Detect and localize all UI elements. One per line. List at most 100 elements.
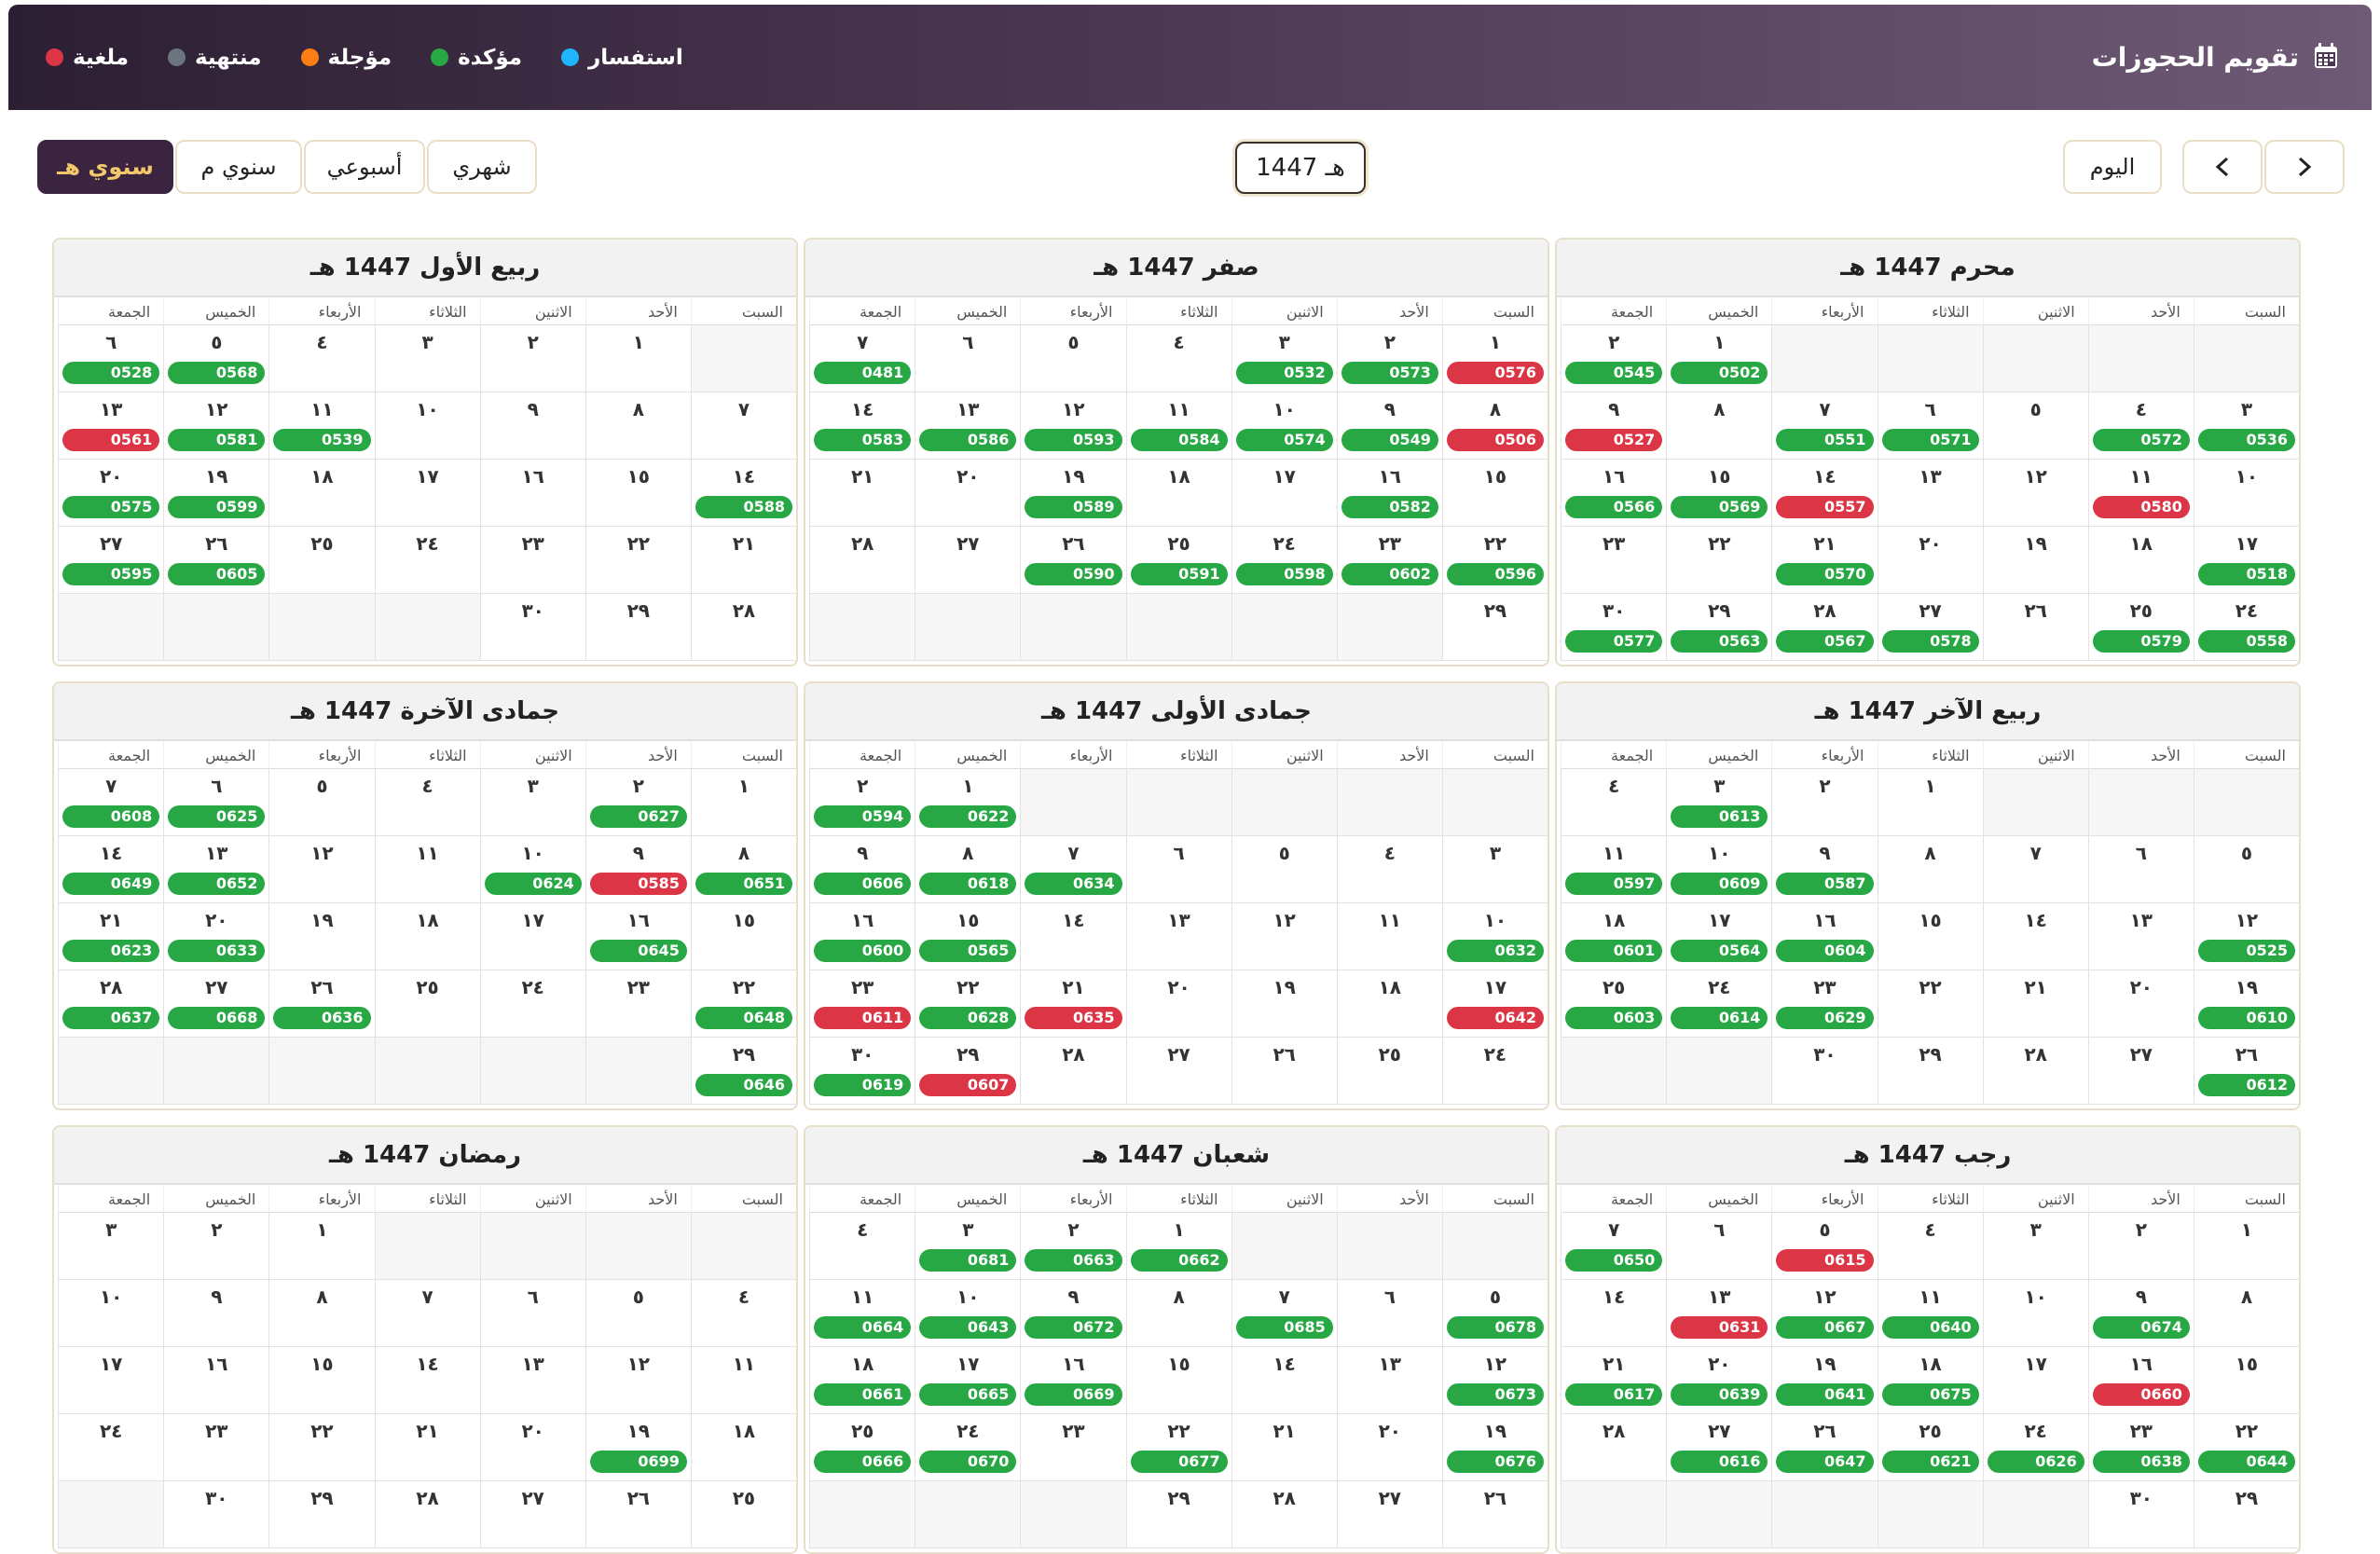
booking-badge[interactable]: 0577	[1565, 630, 1663, 653]
day-cell[interactable]: ٢٥	[690, 1481, 796, 1548]
booking-badge[interactable]: 0575	[62, 496, 160, 518]
day-cell[interactable]: ٢٩ 0646	[690, 1038, 796, 1105]
day-cell[interactable]: ٢٢ 0648	[690, 970, 796, 1038]
booking-badge[interactable]: 0536	[2197, 429, 2295, 451]
day-cell[interactable]: ٤	[374, 769, 480, 836]
day-cell[interactable]: ٥	[1982, 392, 2088, 460]
day-cell[interactable]: ٢١ 0623	[58, 903, 164, 970]
day-cell[interactable]: ١٥ 0569	[1666, 460, 1772, 527]
day-cell[interactable]: ١	[2193, 1213, 2299, 1280]
booking-badge[interactable]: 0673	[1446, 1383, 1544, 1406]
booking-badge[interactable]: 0607	[919, 1074, 1017, 1096]
day-cell[interactable]: ١٢	[1982, 460, 2088, 527]
day-cell[interactable]: ١	[1877, 769, 1983, 836]
day-cell[interactable]: ١٣ 0586	[915, 392, 1021, 460]
booking-badge[interactable]: 0605	[168, 563, 266, 585]
booking-badge[interactable]: 0590	[1025, 563, 1122, 585]
booking-badge[interactable]: 0621	[1881, 1451, 1979, 1473]
day-cell[interactable]: ٢١	[1982, 970, 2088, 1038]
booking-badge[interactable]: 0644	[2197, 1451, 2295, 1473]
day-cell[interactable]: ١٧	[374, 460, 480, 527]
day-cell[interactable]: ٢٤ 0626	[1982, 1414, 2088, 1481]
day-cell[interactable]: ٦	[479, 1280, 585, 1347]
day-cell[interactable]: ١٧	[1982, 1347, 2088, 1414]
booking-badge[interactable]: 0574	[1235, 429, 1333, 451]
booking-badge[interactable]: 0629	[1776, 1007, 1874, 1029]
day-cell[interactable]: ٣٠	[2087, 1481, 2194, 1548]
day-cell[interactable]: ٢٣ 0611	[809, 970, 915, 1038]
day-cell[interactable]: ٧ 0551	[1771, 392, 1878, 460]
day-cell[interactable]: ٣ 0681	[915, 1213, 1021, 1280]
day-cell[interactable]: ١٩	[1982, 527, 2088, 594]
day-cell[interactable]: ٢٤ 0558	[2193, 594, 2299, 661]
booking-badge[interactable]: 0596	[1446, 563, 1544, 585]
day-cell[interactable]: ٢٤	[479, 970, 585, 1038]
day-cell[interactable]: ٤	[690, 1280, 796, 1347]
booking-badge[interactable]: 0632	[1446, 940, 1544, 962]
day-cell[interactable]: ١٢ 0667	[1771, 1280, 1878, 1347]
day-cell[interactable]: ١١ 0539	[268, 392, 375, 460]
day-cell[interactable]: ٢٦ 0590	[1020, 527, 1126, 594]
booking-badge[interactable]: 0570	[1776, 563, 1874, 585]
booking-badge[interactable]: 0568	[168, 362, 266, 384]
booking-badge[interactable]: 0631	[1671, 1316, 1768, 1339]
day-cell[interactable]: ٢٣	[163, 1414, 269, 1481]
day-cell[interactable]: ٣٠ 0577	[1561, 594, 1667, 661]
day-cell[interactable]: ٢٨ 0637	[58, 970, 164, 1038]
day-cell[interactable]: ١٦	[163, 1347, 269, 1414]
booking-badge[interactable]: 0618	[919, 873, 1017, 895]
day-cell[interactable]: ٩ 0587	[1771, 836, 1878, 903]
day-cell[interactable]: ١٠	[374, 392, 480, 460]
day-cell[interactable]: ٣	[479, 769, 585, 836]
booking-badge[interactable]: 0666	[814, 1451, 912, 1473]
day-cell[interactable]: ١٦	[479, 460, 585, 527]
day-cell[interactable]: ٢٤ 0614	[1666, 970, 1772, 1038]
booking-badge[interactable]: 0581	[168, 429, 266, 451]
day-cell[interactable]: ٨ 0618	[915, 836, 1021, 903]
next-button[interactable]	[2264, 140, 2345, 194]
day-cell[interactable]: ٢٠	[1125, 970, 1231, 1038]
day-cell[interactable]: ٢٧	[479, 1481, 585, 1548]
day-cell[interactable]: ٢٣	[1020, 1414, 1126, 1481]
day-cell[interactable]: ٤ 0572	[2087, 392, 2194, 460]
booking-badge[interactable]: 0565	[919, 940, 1017, 962]
booking-badge[interactable]: 0624	[484, 873, 582, 895]
booking-badge[interactable]: 0563	[1671, 630, 1768, 653]
day-cell[interactable]: ١ 0622	[915, 769, 1021, 836]
day-cell[interactable]: ٧ 0650	[1561, 1213, 1667, 1280]
booking-badge[interactable]: 0572	[2092, 429, 2190, 451]
day-cell[interactable]: ٦	[1666, 1213, 1772, 1280]
day-cell[interactable]: ١٤	[1020, 903, 1126, 970]
booking-badge[interactable]: 0664	[814, 1316, 912, 1339]
day-cell[interactable]: ١٢ 0673	[1441, 1347, 1548, 1414]
day-cell[interactable]: ١٦ 0582	[1336, 460, 1442, 527]
day-cell[interactable]: ١٤ 0649	[58, 836, 164, 903]
day-cell[interactable]: ٢٦	[1441, 1481, 1548, 1548]
day-cell[interactable]: ٢٩	[268, 1481, 375, 1548]
day-cell[interactable]: ٢٦	[1982, 594, 2088, 661]
booking-badge[interactable]: 0635	[1025, 1007, 1122, 1029]
booking-badge[interactable]: 0636	[273, 1007, 371, 1029]
booking-badge[interactable]: 0502	[1671, 362, 1768, 384]
day-cell[interactable]: ٢١	[690, 527, 796, 594]
day-cell[interactable]: ١٦ 0600	[809, 903, 915, 970]
booking-badge[interactable]: 0652	[168, 873, 266, 895]
day-cell[interactable]: ١٢ 0593	[1020, 392, 1126, 460]
day-cell[interactable]: ٢٢ 0628	[915, 970, 1021, 1038]
booking-badge[interactable]: 0623	[62, 940, 160, 962]
day-cell[interactable]: ١٦ 0604	[1771, 903, 1878, 970]
booking-badge[interactable]: 0595	[62, 563, 160, 585]
day-cell[interactable]: ٨	[2193, 1280, 2299, 1347]
booking-badge[interactable]: 0649	[62, 873, 160, 895]
booking-badge[interactable]: 0648	[695, 1007, 792, 1029]
day-cell[interactable]: ٩ 0549	[1336, 392, 1442, 460]
day-cell[interactable]: ٢١	[1231, 1414, 1337, 1481]
day-cell[interactable]: ٩ 0672	[1020, 1280, 1126, 1347]
booking-badge[interactable]: 0518	[2197, 563, 2295, 585]
day-cell[interactable]: ١٧	[1231, 460, 1337, 527]
day-cell[interactable]: ٣	[1982, 1213, 2088, 1280]
day-cell[interactable]: ٢٨	[1561, 1414, 1667, 1481]
day-cell[interactable]: ٥ 0615	[1771, 1213, 1878, 1280]
day-cell[interactable]: ١٥	[1125, 1347, 1231, 1414]
booking-badge[interactable]: 0676	[1446, 1451, 1544, 1473]
